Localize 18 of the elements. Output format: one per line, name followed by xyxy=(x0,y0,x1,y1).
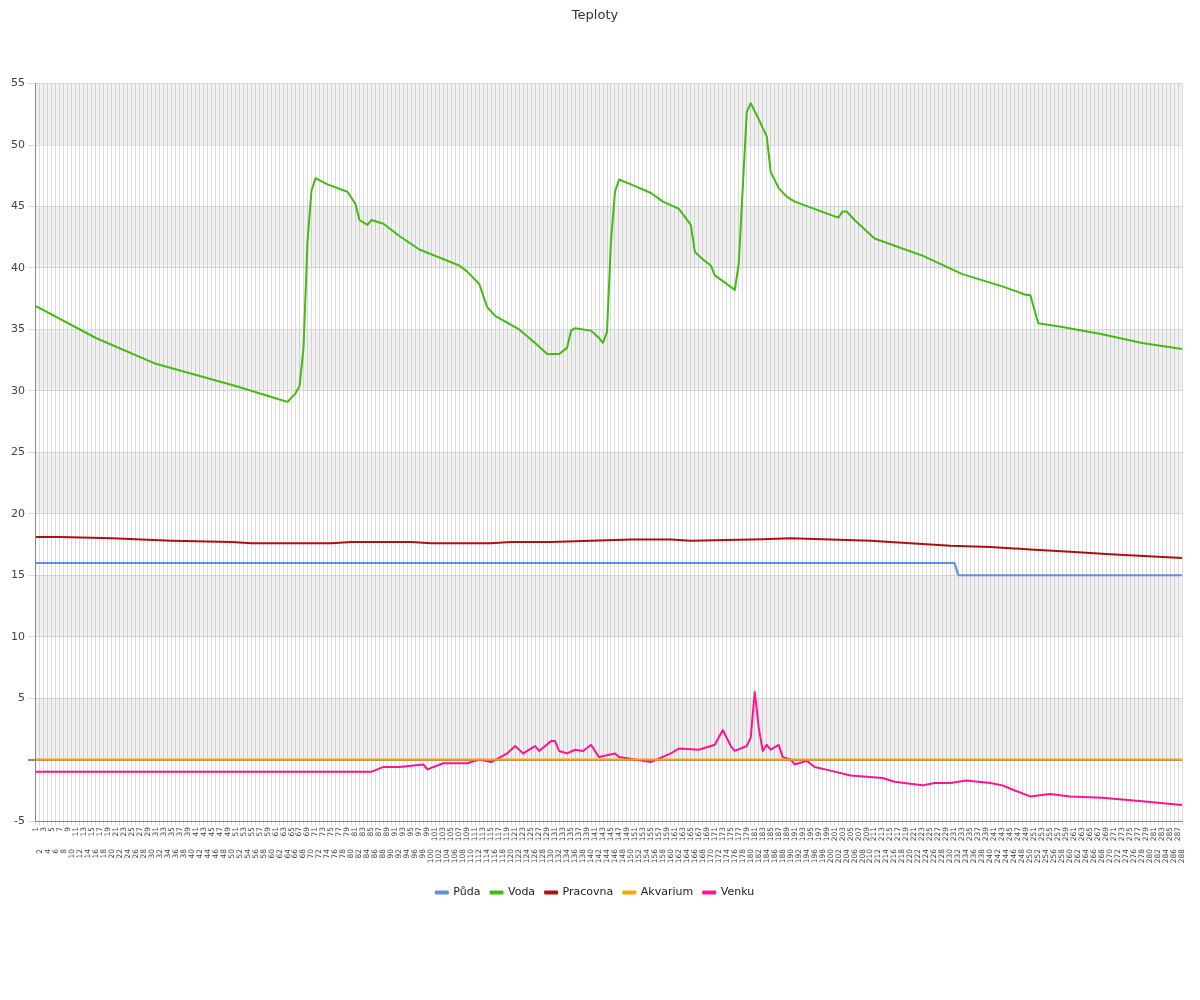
y-tick-label: 45 xyxy=(11,199,25,213)
legend-label: Pracovna xyxy=(562,885,614,899)
y-tick-label: 5 xyxy=(18,690,25,704)
legend-label: Půda xyxy=(453,885,481,899)
legend-label: Akvarium xyxy=(640,885,694,899)
y-tick-label: 15 xyxy=(11,568,25,582)
y-tick-label: 40 xyxy=(11,260,25,274)
legend-label: Voda xyxy=(507,885,536,899)
chart-title: Teploty xyxy=(570,7,619,23)
y-tick-label: 20 xyxy=(11,506,25,520)
y-tick-label: 50 xyxy=(11,137,25,151)
y-tick-label: -5 xyxy=(14,813,25,827)
y-tick-label: 30 xyxy=(11,383,25,397)
y-tick-label: 10 xyxy=(11,629,25,643)
y-tick-label: 35 xyxy=(11,322,25,336)
y-tick-label: 25 xyxy=(11,445,25,459)
y-tick-label: 55 xyxy=(11,76,25,90)
legend-label: Venku xyxy=(720,885,755,899)
